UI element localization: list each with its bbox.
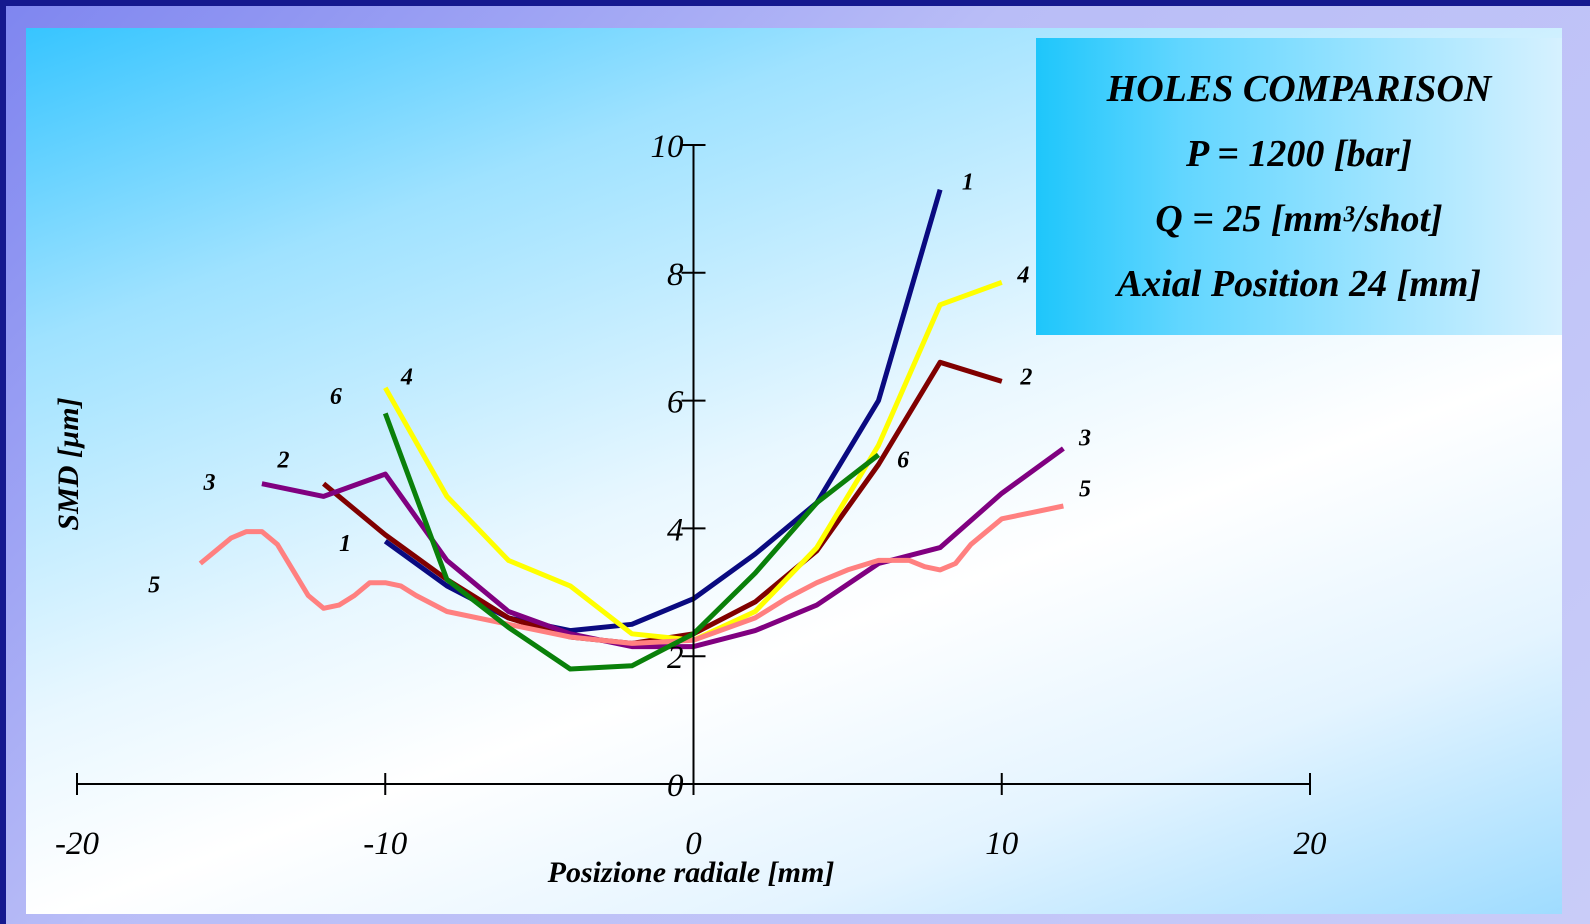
y-tick-label: 6 [667,385,684,421]
x-tick-label: 0 [685,826,702,862]
x-tick-label: -10 [363,826,407,862]
y-tick-label: 2 [667,640,684,676]
y-tick-label: 0 [667,768,684,804]
chart-panel: -20 -10 0 10 20 0 2 4 6 8 10 1 1 2 2 3 3 4 4 5 5 6 6 Posizion… [26,28,1562,914]
info-pressure: P = 1200 [bar] [1185,132,1413,175]
series-layer [198,188,1065,672]
series-label: 6 [330,384,342,410]
y-tick-label: 4 [667,512,684,548]
y-axis-title: SMD [µm] [52,397,85,530]
info-quantity: Q = 25 [mm³/shot] [1155,197,1443,240]
series-label: 4 [400,365,413,391]
series-3-line [261,446,1065,650]
series-label: 2 [1019,365,1032,391]
series-label: 6 [897,448,909,474]
info-title: HOLES COMPARISON [1106,67,1492,110]
series-label: 4 [1016,262,1029,288]
x-tick-label: -20 [55,826,99,862]
series-label: 1 [339,531,351,557]
series-label: 5 [1079,476,1091,502]
series-label: 1 [962,170,974,196]
x-axis-title: Posizione radiale [mm] [547,856,835,889]
series-label: 3 [1078,425,1091,451]
chart-svg: -20 -10 0 10 20 0 2 4 6 8 10 1 1 2 2 3 3 4 4 5 5 6 6 Posizion… [52,129,1327,889]
x-tick-label: 20 [1294,826,1328,862]
series-label: 5 [148,572,160,598]
info-axial-position: Axial Position 24 [mm] [1116,262,1482,305]
x-tick-label: 10 [985,826,1019,862]
annotation-layer: 1 1 2 2 3 3 4 4 5 5 6 6 [148,170,1091,599]
ticks-layer: -20 -10 0 10 20 0 2 4 6 8 10 [55,129,1327,862]
y-tick-label: 8 [667,257,684,293]
series-label: 3 [203,470,216,496]
series-6-line [382,412,881,672]
y-tick-label: 10 [651,129,685,165]
info-box: HOLES COMPARISON P = 1200 [bar] Q = 25 [… [1036,38,1562,335]
series-label: 2 [277,448,290,474]
